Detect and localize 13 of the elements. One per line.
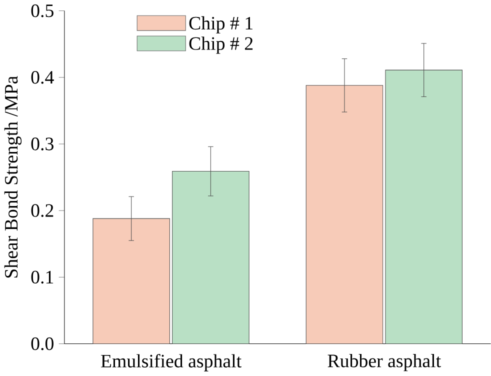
y-tick-label: 0.3 xyxy=(31,138,54,151)
bar xyxy=(172,171,250,344)
y-tick-label: 0.2 xyxy=(31,204,54,218)
legend-label: Chip # 1 xyxy=(189,16,252,34)
y-tick-label: 0.5 xyxy=(31,4,54,18)
x-tick-label: Rubber asphalt xyxy=(328,354,441,372)
bar xyxy=(385,70,462,344)
y-tick-label: 0.4 xyxy=(31,71,54,84)
legend-label: Chip # 2 xyxy=(189,36,253,54)
x-tick-label: Emulsified asphalt xyxy=(100,354,242,372)
y-axis-title: Shear Bond Strength /MPa xyxy=(4,76,22,278)
y-tick-label: 0.0 xyxy=(31,337,54,350)
y-tick-label: 0.1 xyxy=(31,270,54,284)
